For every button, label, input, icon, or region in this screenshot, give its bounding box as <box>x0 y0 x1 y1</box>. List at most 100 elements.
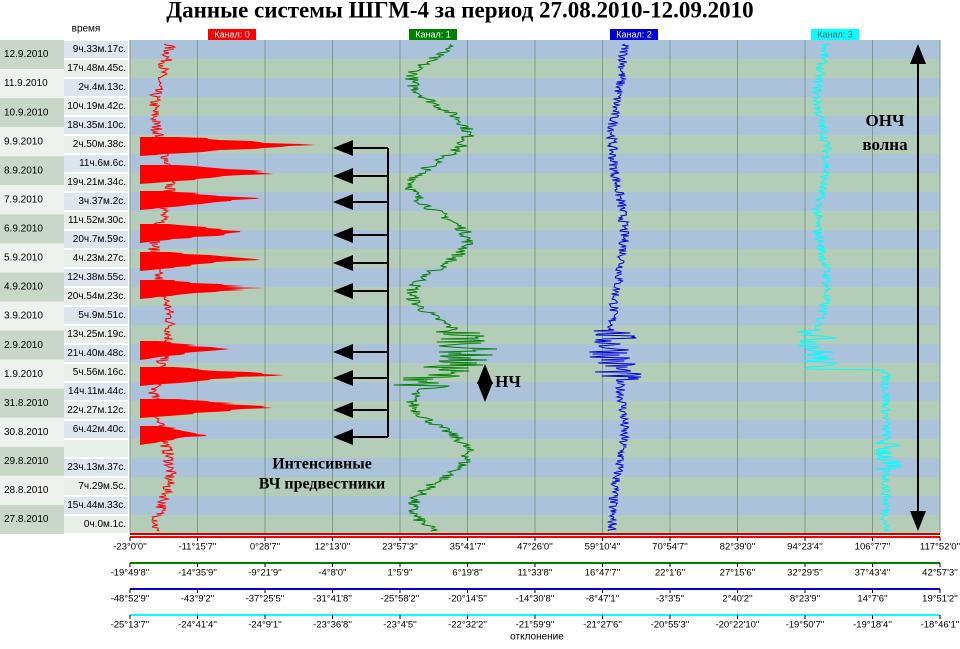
date-cell <box>0 330 64 360</box>
axis-tick-label: -8°47'1'' <box>586 594 620 605</box>
axis-tick-label: 12°13'0'' <box>315 542 351 553</box>
axis-tick-label: -9°21'9'' <box>248 568 282 579</box>
axis-tick-label: -25°13'7'' <box>111 620 150 631</box>
burst <box>140 280 267 302</box>
time-cell <box>64 250 128 267</box>
time-cell <box>64 60 128 77</box>
axis-tick-label: 19°51'2'' <box>922 594 958 605</box>
date-label: 10.9.2010 <box>4 107 49 118</box>
time-cell <box>64 155 128 172</box>
time-label: 11ч.52м.30с. <box>68 215 126 226</box>
axis-tick-label: -19°49'8'' <box>111 568 150 579</box>
channel-name: Канал: 0 <box>214 29 249 39</box>
axis-tick-label: -14°35'9'' <box>178 568 217 579</box>
date-label: 28.8.2010 <box>4 485 49 496</box>
axis-tick-label: 106°7'7'' <box>855 542 891 553</box>
channel-header <box>811 29 859 40</box>
time-label: 19ч.21м.34с. <box>67 177 126 188</box>
time-cell <box>64 478 128 495</box>
axis-tick-label: 42°57'3'' <box>922 568 958 579</box>
axis-tick-label: 1°5'9'' <box>387 568 412 579</box>
axis-tick-label: 117°52'0'' <box>920 542 960 553</box>
time-label: 6ч.42м.40с. <box>73 424 126 435</box>
axis-tick-label: 59°10'4'' <box>585 542 621 553</box>
burst <box>140 252 261 274</box>
date-label: 30.8.2010 <box>4 427 49 438</box>
waveform <box>147 43 177 532</box>
time-label: 11ч.6м.6с. <box>79 158 126 169</box>
axis-tick-label: -31°41'8'' <box>313 594 352 605</box>
time-label: 13ч.25м.19с. <box>67 329 126 340</box>
date-label: 1.9.2010 <box>4 369 43 380</box>
vlf-label: волна <box>862 135 908 154</box>
date-cell <box>0 359 64 389</box>
axis-tick-label: -14°30'8'' <box>516 594 555 605</box>
waveform <box>393 44 498 532</box>
waveforms <box>140 43 902 532</box>
date-label: 9.9.2010 <box>4 136 43 147</box>
date-cell <box>0 69 64 99</box>
time-label: 21ч.40м.48с. <box>67 348 126 359</box>
axis-tick-label: -37°25'5'' <box>246 594 285 605</box>
date-label: 29.8.2010 <box>4 456 49 467</box>
burst <box>140 224 241 246</box>
axis-tick-label: 94°23'4'' <box>787 542 823 553</box>
axis-tick-label: -48°52'9'' <box>111 594 150 605</box>
date-cell <box>0 417 64 447</box>
time-cell <box>64 402 128 419</box>
date-label: 4.9.2010 <box>4 282 43 293</box>
axis-tick-label: -20°55'3'' <box>651 620 690 631</box>
axis-tick-label: -23°0'0'' <box>113 542 147 553</box>
time-label: 5ч.56м.16с. <box>73 367 126 378</box>
x-label: отклонение <box>510 632 564 643</box>
axis-tick-label: 47°26'0'' <box>517 542 553 553</box>
axis-tick-label: 0°28'7'' <box>250 542 281 553</box>
axis-tick-label: -21°59'9'' <box>516 620 555 631</box>
date-label: 12.9.2010 <box>4 49 49 60</box>
date-cell <box>0 504 64 534</box>
date-cell <box>0 272 64 302</box>
date-label: 7.9.2010 <box>4 194 43 205</box>
time-cell <box>64 383 128 400</box>
hf-label: ВЧ предвестники <box>259 476 386 493</box>
axis-tick-label: -21°27'6'' <box>583 620 622 631</box>
time-cell <box>64 288 128 305</box>
time-cell <box>64 421 128 438</box>
burst <box>140 341 230 363</box>
axis-tick-label: -43°9'2'' <box>181 594 215 605</box>
channel-header <box>610 29 658 40</box>
title: Данные системы ШГМ-4 за период 27.08.201… <box>166 0 753 22</box>
time-label: 5ч.9м.51с. <box>78 310 126 321</box>
time-label: 20ч.54м.23с. <box>67 291 126 302</box>
axis-tick-label: 23°57'3'' <box>382 542 418 553</box>
time-cell <box>64 212 128 229</box>
time-cell <box>64 497 128 514</box>
axis-tick-label: -23°4'5'' <box>383 620 417 631</box>
axis-tick-label: 8°23'9'' <box>790 594 821 605</box>
axis-tick-label: 14°7'6'' <box>857 594 888 605</box>
time-label: 18ч.35м.10с. <box>67 120 126 131</box>
time-label: 23ч.13м.37с. <box>67 462 126 473</box>
time-cell <box>64 269 128 286</box>
plot-background <box>0 40 941 535</box>
date-cell <box>0 98 64 128</box>
axis-tick-label: -19°50'7'' <box>786 620 825 631</box>
date-cell <box>0 127 64 157</box>
channel-name: Канал: 2 <box>616 29 651 39</box>
axis-tick-label: 22°1'6'' <box>655 568 686 579</box>
axis-tick-label: -4°8'0'' <box>318 568 346 579</box>
time-cell <box>64 193 128 210</box>
vlf-label: ОНЧ <box>866 111 905 130</box>
time-cell <box>64 345 128 362</box>
time-cell <box>64 41 128 58</box>
date-cell <box>0 243 64 273</box>
time-cell <box>64 231 128 248</box>
time-label: 4ч.23м.27с. <box>73 253 126 264</box>
axis-tick-label: 2°40'2'' <box>722 594 753 605</box>
annotation-arrows <box>333 44 926 531</box>
time-cell <box>64 117 128 134</box>
time-label: 3ч.37м.2с. <box>78 196 126 207</box>
date-label: 31.8.2010 <box>4 398 49 409</box>
